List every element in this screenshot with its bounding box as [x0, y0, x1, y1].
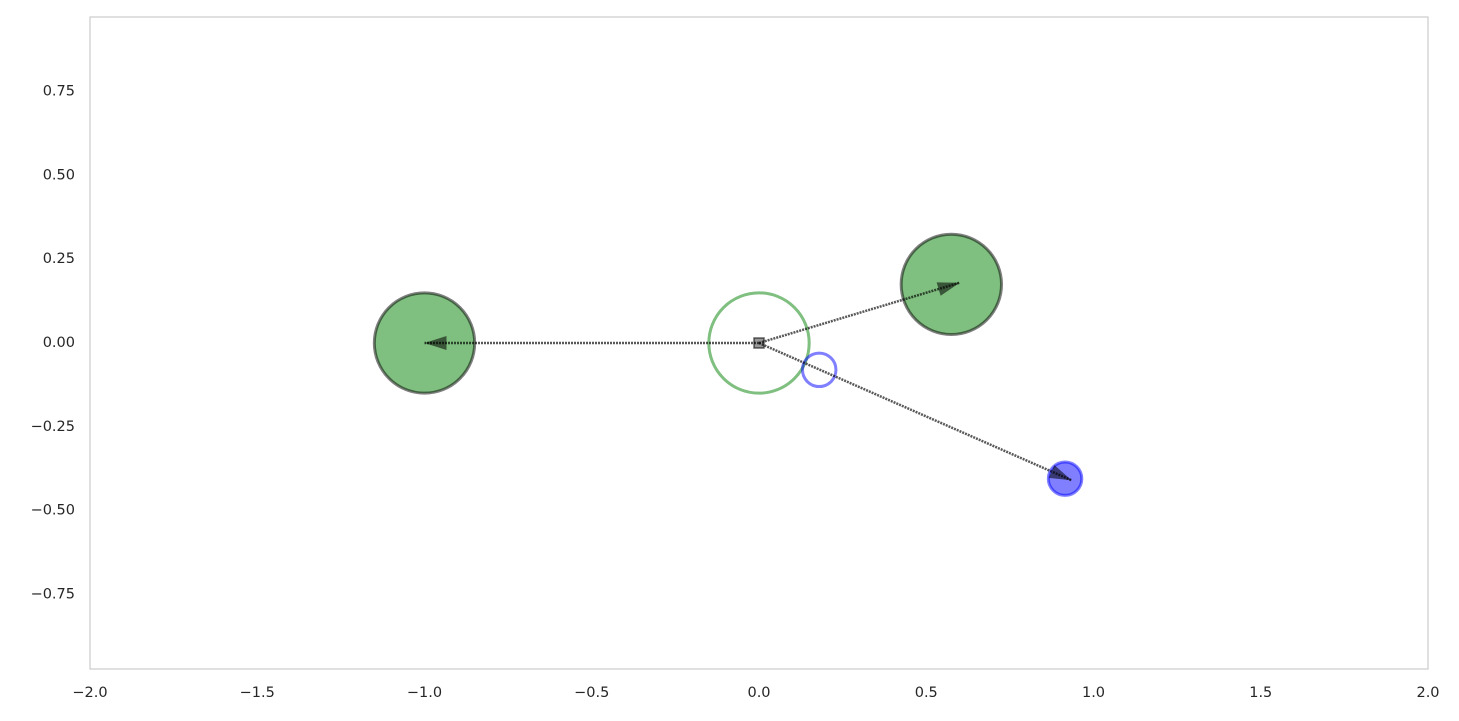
y-tick-label: −0.25	[31, 419, 75, 435]
y-tick-label: 0.00	[43, 335, 75, 351]
x-tick-label: −1.5	[240, 685, 275, 701]
circle	[707, 291, 811, 395]
x-tick-label: 0.5	[915, 685, 938, 701]
x-tick-label: 1.5	[1249, 685, 1272, 701]
y-tick-label: −0.50	[31, 503, 75, 519]
circle	[800, 351, 838, 389]
arrow	[758, 281, 961, 345]
x-tick-label: −0.5	[574, 685, 609, 701]
y-tick-label: 0.25	[43, 251, 75, 267]
x-tick-label: 0.0	[747, 685, 770, 701]
x-tick-label: 2.0	[1416, 685, 1439, 701]
arrow-head	[1048, 465, 1072, 481]
x-tick-label: −2.0	[72, 685, 107, 701]
y-tick-label: 0.75	[43, 84, 75, 100]
y-tick-label: −0.75	[31, 586, 75, 602]
x-tick-label: −1.0	[407, 685, 442, 701]
marker	[753, 337, 765, 349]
x-tick-label: 1.0	[1082, 685, 1105, 701]
y-tick-label: 0.50	[43, 167, 75, 183]
arrow-head	[424, 336, 447, 350]
arrow-head	[936, 282, 960, 296]
